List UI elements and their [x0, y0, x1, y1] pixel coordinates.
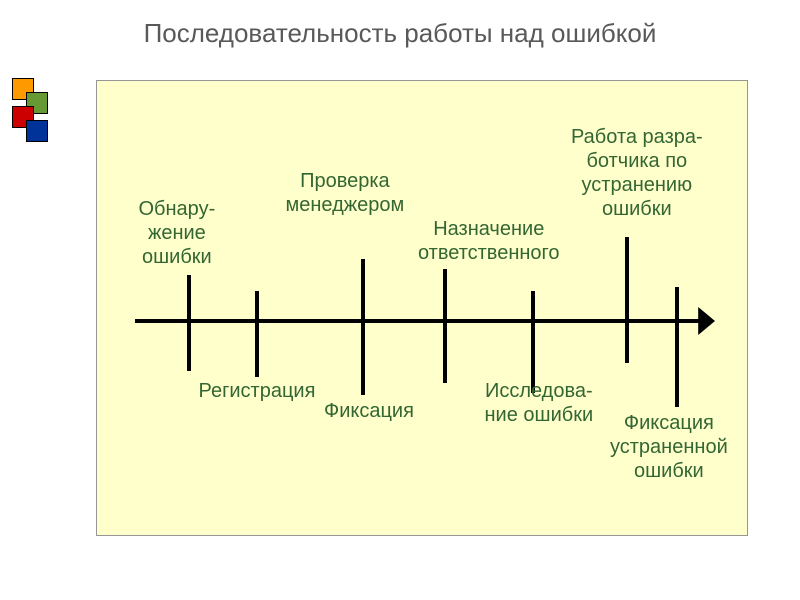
page-title: Последовательность работы над ошибкой: [0, 18, 800, 49]
timeline-label-below: Регистрация: [199, 379, 316, 403]
timeline-label-above: Проверка менеджером: [286, 169, 405, 217]
timeline-label-above: Обнару- жение ошибки: [139, 197, 216, 269]
timeline-label-above: Работа разра- ботчика по устранению ошиб…: [571, 125, 703, 221]
corner-decor: [12, 78, 72, 148]
timeline-label-below: Фиксация устраненной ошибки: [610, 411, 728, 483]
timeline-label-below: Исследова- ние ошибки: [485, 379, 594, 427]
decor-square: [26, 120, 48, 142]
diagram-box: Обнару- жение ошибки Проверка менеджером Н…: [96, 80, 748, 536]
timeline-label-below: Фиксация: [324, 399, 414, 423]
timeline-label-above: Назначение ответственного: [418, 217, 560, 265]
